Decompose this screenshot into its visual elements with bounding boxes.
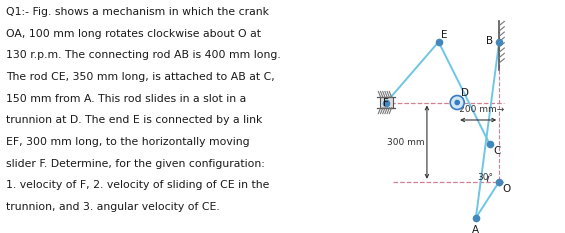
Text: 300 mm: 300 mm (387, 138, 424, 147)
Text: OA, 100 mm long rotates clockwise about O at: OA, 100 mm long rotates clockwise about … (6, 29, 260, 39)
Text: A: A (472, 225, 480, 233)
Text: 150 mm from A. This rod slides in a slot in a: 150 mm from A. This rod slides in a slot… (6, 94, 246, 104)
Text: B: B (486, 36, 493, 46)
Text: F: F (383, 98, 389, 107)
Text: C: C (494, 146, 501, 156)
Text: EF, 300 mm long, to the horizontally moving: EF, 300 mm long, to the horizontally mov… (6, 137, 249, 147)
Text: 130 r.p.m. The connecting rod AB is 400 mm long.: 130 r.p.m. The connecting rod AB is 400 … (6, 50, 280, 60)
Text: D: D (462, 88, 470, 98)
Circle shape (455, 100, 459, 105)
Text: slider F. Determine, for the given configuration:: slider F. Determine, for the given confi… (6, 159, 264, 169)
Text: trunnion at D. The end E is connected by a link: trunnion at D. The end E is connected by… (6, 115, 262, 125)
Text: E: E (441, 30, 448, 40)
Text: trunnion, and 3. angular velocity of CE.: trunnion, and 3. angular velocity of CE. (6, 202, 219, 212)
Text: Q1:- Fig. shows a mechanism in which the crank: Q1:- Fig. shows a mechanism in which the… (6, 7, 268, 17)
Text: The rod CE, 350 mm long, is attached to AB at C,: The rod CE, 350 mm long, is attached to … (6, 72, 275, 82)
Circle shape (450, 96, 464, 110)
Text: 30°: 30° (477, 173, 493, 182)
Text: 1. velocity of F, 2. velocity of sliding of CE in the: 1. velocity of F, 2. velocity of sliding… (6, 180, 269, 190)
Text: O: O (502, 184, 510, 194)
Text: -200 mm→: -200 mm→ (457, 105, 505, 114)
FancyBboxPatch shape (380, 97, 393, 108)
